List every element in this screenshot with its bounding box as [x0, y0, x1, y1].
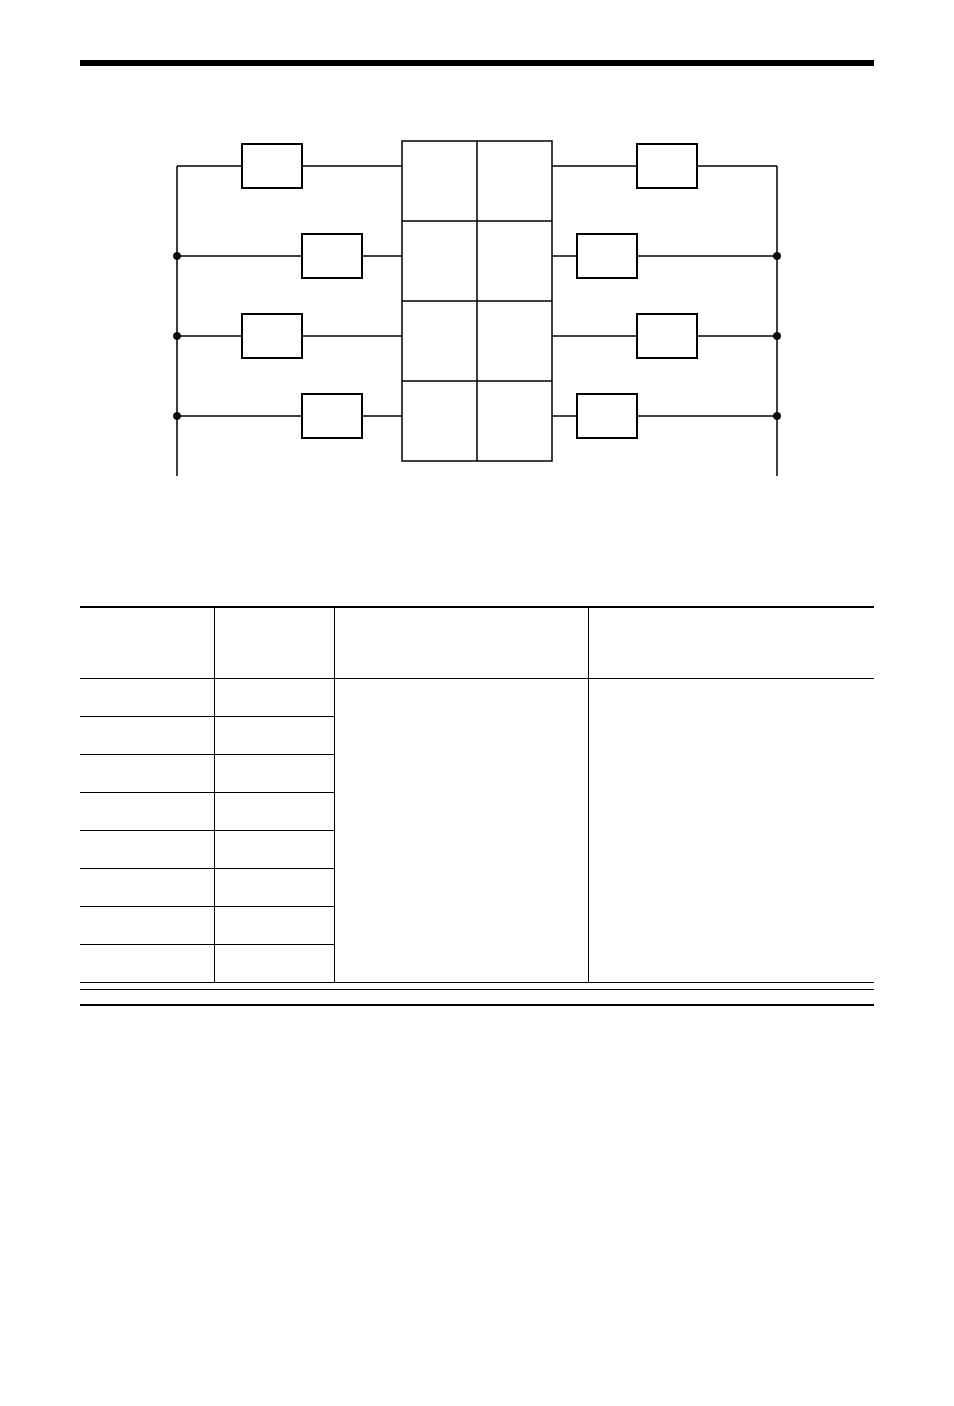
- cell-r2c2: [215, 716, 334, 754]
- header-cell-1: [80, 608, 215, 678]
- left-box-2: [302, 234, 362, 278]
- block-diagram: [157, 126, 797, 486]
- table-header-row: [80, 608, 874, 678]
- cell-r7c1: [80, 906, 215, 944]
- cell-r5c1: [80, 830, 215, 868]
- right-node-4: [773, 412, 781, 420]
- cell-r7c2: [215, 906, 334, 944]
- cell-r5c2: [215, 830, 334, 868]
- merged-cell-c3: [334, 678, 588, 982]
- table-bottom-rule-thin: [80, 989, 874, 990]
- cell-r3c2: [215, 754, 334, 792]
- left-box-3: [242, 314, 302, 358]
- left-node-4: [173, 412, 181, 420]
- header-cell-4: [588, 608, 874, 678]
- cell-r4c1: [80, 792, 215, 830]
- merged-cell-c4: [588, 678, 874, 982]
- central-block: [402, 141, 552, 461]
- table-row: [80, 678, 874, 716]
- right-node-2: [773, 252, 781, 260]
- header-cell-3: [334, 608, 588, 678]
- top-horizontal-rule: [80, 60, 874, 66]
- cell-r8c2: [215, 944, 334, 982]
- cell-r1c1: [80, 678, 215, 716]
- right-box-4: [577, 394, 637, 438]
- table-footer-rules: [80, 989, 874, 1006]
- right-box-1: [637, 144, 697, 188]
- right-node-3: [773, 332, 781, 340]
- left-node-3: [173, 332, 181, 340]
- right-box-2: [577, 234, 637, 278]
- left-box-4: [302, 394, 362, 438]
- table-bottom-rule-thick: [80, 1004, 874, 1006]
- cell-r6c1: [80, 868, 215, 906]
- data-table-container: [80, 606, 874, 1006]
- header-cell-2: [215, 608, 334, 678]
- right-box-3: [637, 314, 697, 358]
- cell-r2c1: [80, 716, 215, 754]
- cell-r6c2: [215, 868, 334, 906]
- left-box-1: [242, 144, 302, 188]
- left-node-2: [173, 252, 181, 260]
- cell-r1c2: [215, 678, 334, 716]
- cell-r4c2: [215, 792, 334, 830]
- cell-r8c1: [80, 944, 215, 982]
- cell-r3c1: [80, 754, 215, 792]
- data-table: [80, 608, 874, 983]
- block-diagram-svg: [157, 126, 797, 486]
